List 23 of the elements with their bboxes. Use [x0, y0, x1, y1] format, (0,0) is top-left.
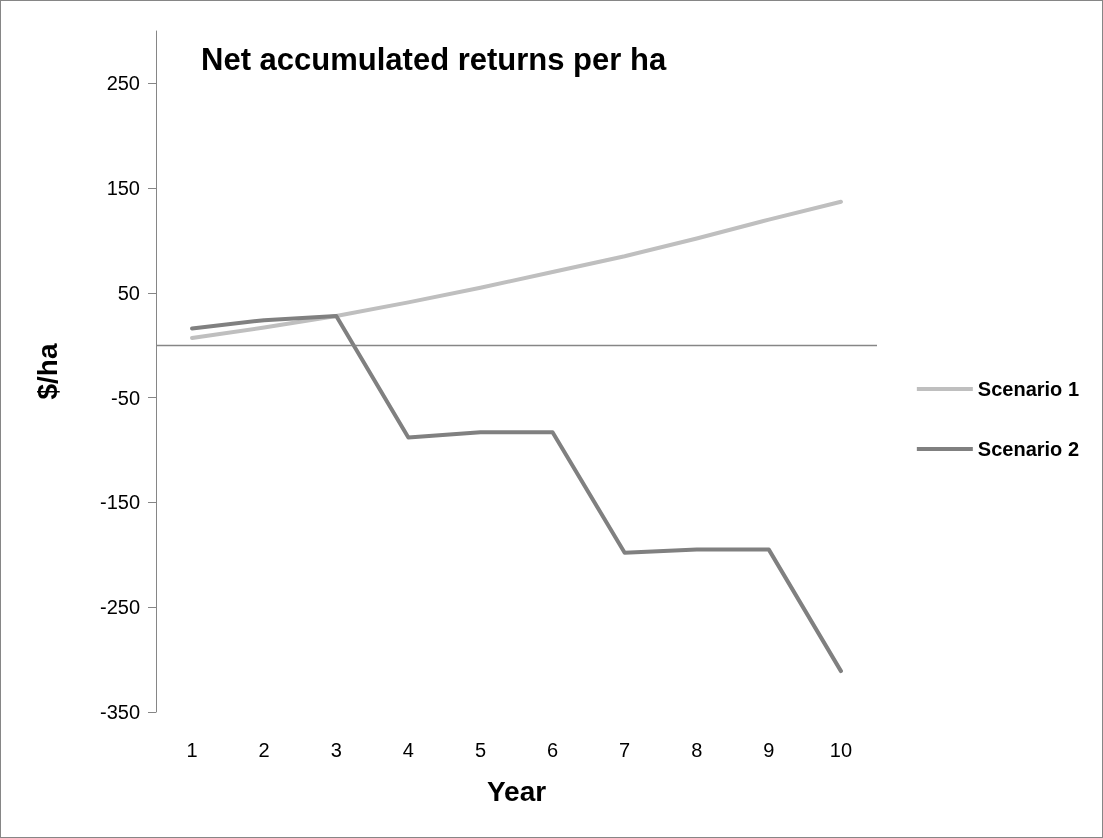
y-tick-label: -150	[99, 491, 140, 514]
y-tick-label: 150	[106, 177, 140, 200]
x-tick-label: 3	[330, 739, 342, 761]
chart-title: Net accumulated returns per ha	[201, 42, 667, 77]
y-axis-title: $/ha	[31, 343, 63, 400]
x-tick-label: 7	[619, 739, 631, 761]
x-tick-label: 4	[402, 739, 414, 761]
x-tick-label: 5	[474, 739, 487, 761]
y-tick-label: 250	[106, 72, 140, 95]
x-tick-label: 2	[258, 739, 270, 761]
line-series	[190, 199, 843, 340]
y-tick-label: -350	[99, 701, 140, 723]
x-tick-label: 1	[186, 739, 198, 761]
x-axis-title: Year	[486, 775, 547, 807]
x-tick-label: 9	[763, 739, 775, 761]
y-tick-label: 50	[117, 281, 140, 304]
legend-label: Scenario 2	[977, 438, 1080, 460]
y-tick-label: -50	[111, 386, 140, 409]
y-tick-label: -250	[99, 596, 140, 619]
x-tick-label: 8	[691, 739, 703, 761]
legend-label: Scenario 1	[977, 378, 1080, 400]
x-tick-label: 10	[829, 739, 853, 761]
x-tick-label: 6	[546, 739, 559, 761]
